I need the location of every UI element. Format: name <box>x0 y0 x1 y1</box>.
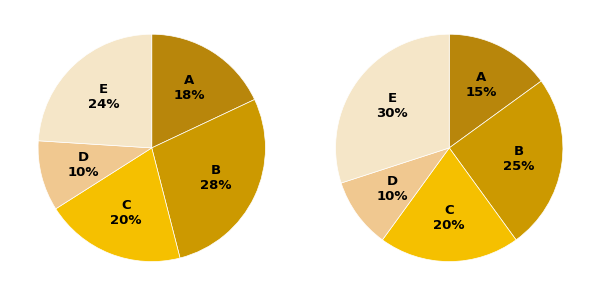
Wedge shape <box>151 34 255 148</box>
Text: C
20%: C 20% <box>433 204 465 232</box>
Wedge shape <box>382 148 516 262</box>
Text: E
24%: E 24% <box>88 83 119 110</box>
Wedge shape <box>56 148 180 262</box>
Wedge shape <box>38 34 152 148</box>
Text: B
25%: B 25% <box>503 145 534 173</box>
Text: E
30%: E 30% <box>376 93 408 120</box>
Wedge shape <box>341 148 449 240</box>
Wedge shape <box>152 99 266 258</box>
Text: C
20%: C 20% <box>110 200 142 227</box>
Wedge shape <box>449 81 563 240</box>
Text: B
28%: B 28% <box>200 164 231 192</box>
Wedge shape <box>38 141 152 209</box>
Text: A
18%: A 18% <box>174 75 206 102</box>
Wedge shape <box>335 34 450 183</box>
Text: A
15%: A 15% <box>466 71 497 99</box>
Text: D
10%: D 10% <box>68 151 99 180</box>
Text: D
10%: D 10% <box>376 175 408 203</box>
Title: Total units manufactured by
company - Y = 80000: Total units manufactured by company - Y … <box>339 0 560 1</box>
Wedge shape <box>449 34 542 148</box>
Title: Total units manufactured by
company - X = 50000: Total units manufactured by company - X … <box>41 0 262 1</box>
